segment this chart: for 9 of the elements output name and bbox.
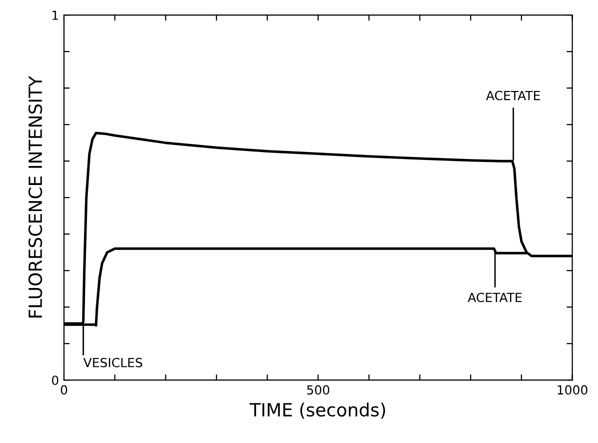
y-axis-title: FLUORESCENCE INTENSITY (28, 76, 42, 318)
annotation: ACETATE (468, 292, 522, 302)
x-axis-title: TIME (seconds) (250, 402, 386, 419)
y-tick-label: 1 (52, 10, 58, 20)
annotation: VESICLES (83, 358, 142, 368)
annotation: ACETATE (486, 90, 540, 100)
x-tick-label: 1000 (558, 385, 588, 395)
x-tick-label: 0 (60, 385, 68, 395)
x-tick-label: 500 (307, 385, 330, 395)
